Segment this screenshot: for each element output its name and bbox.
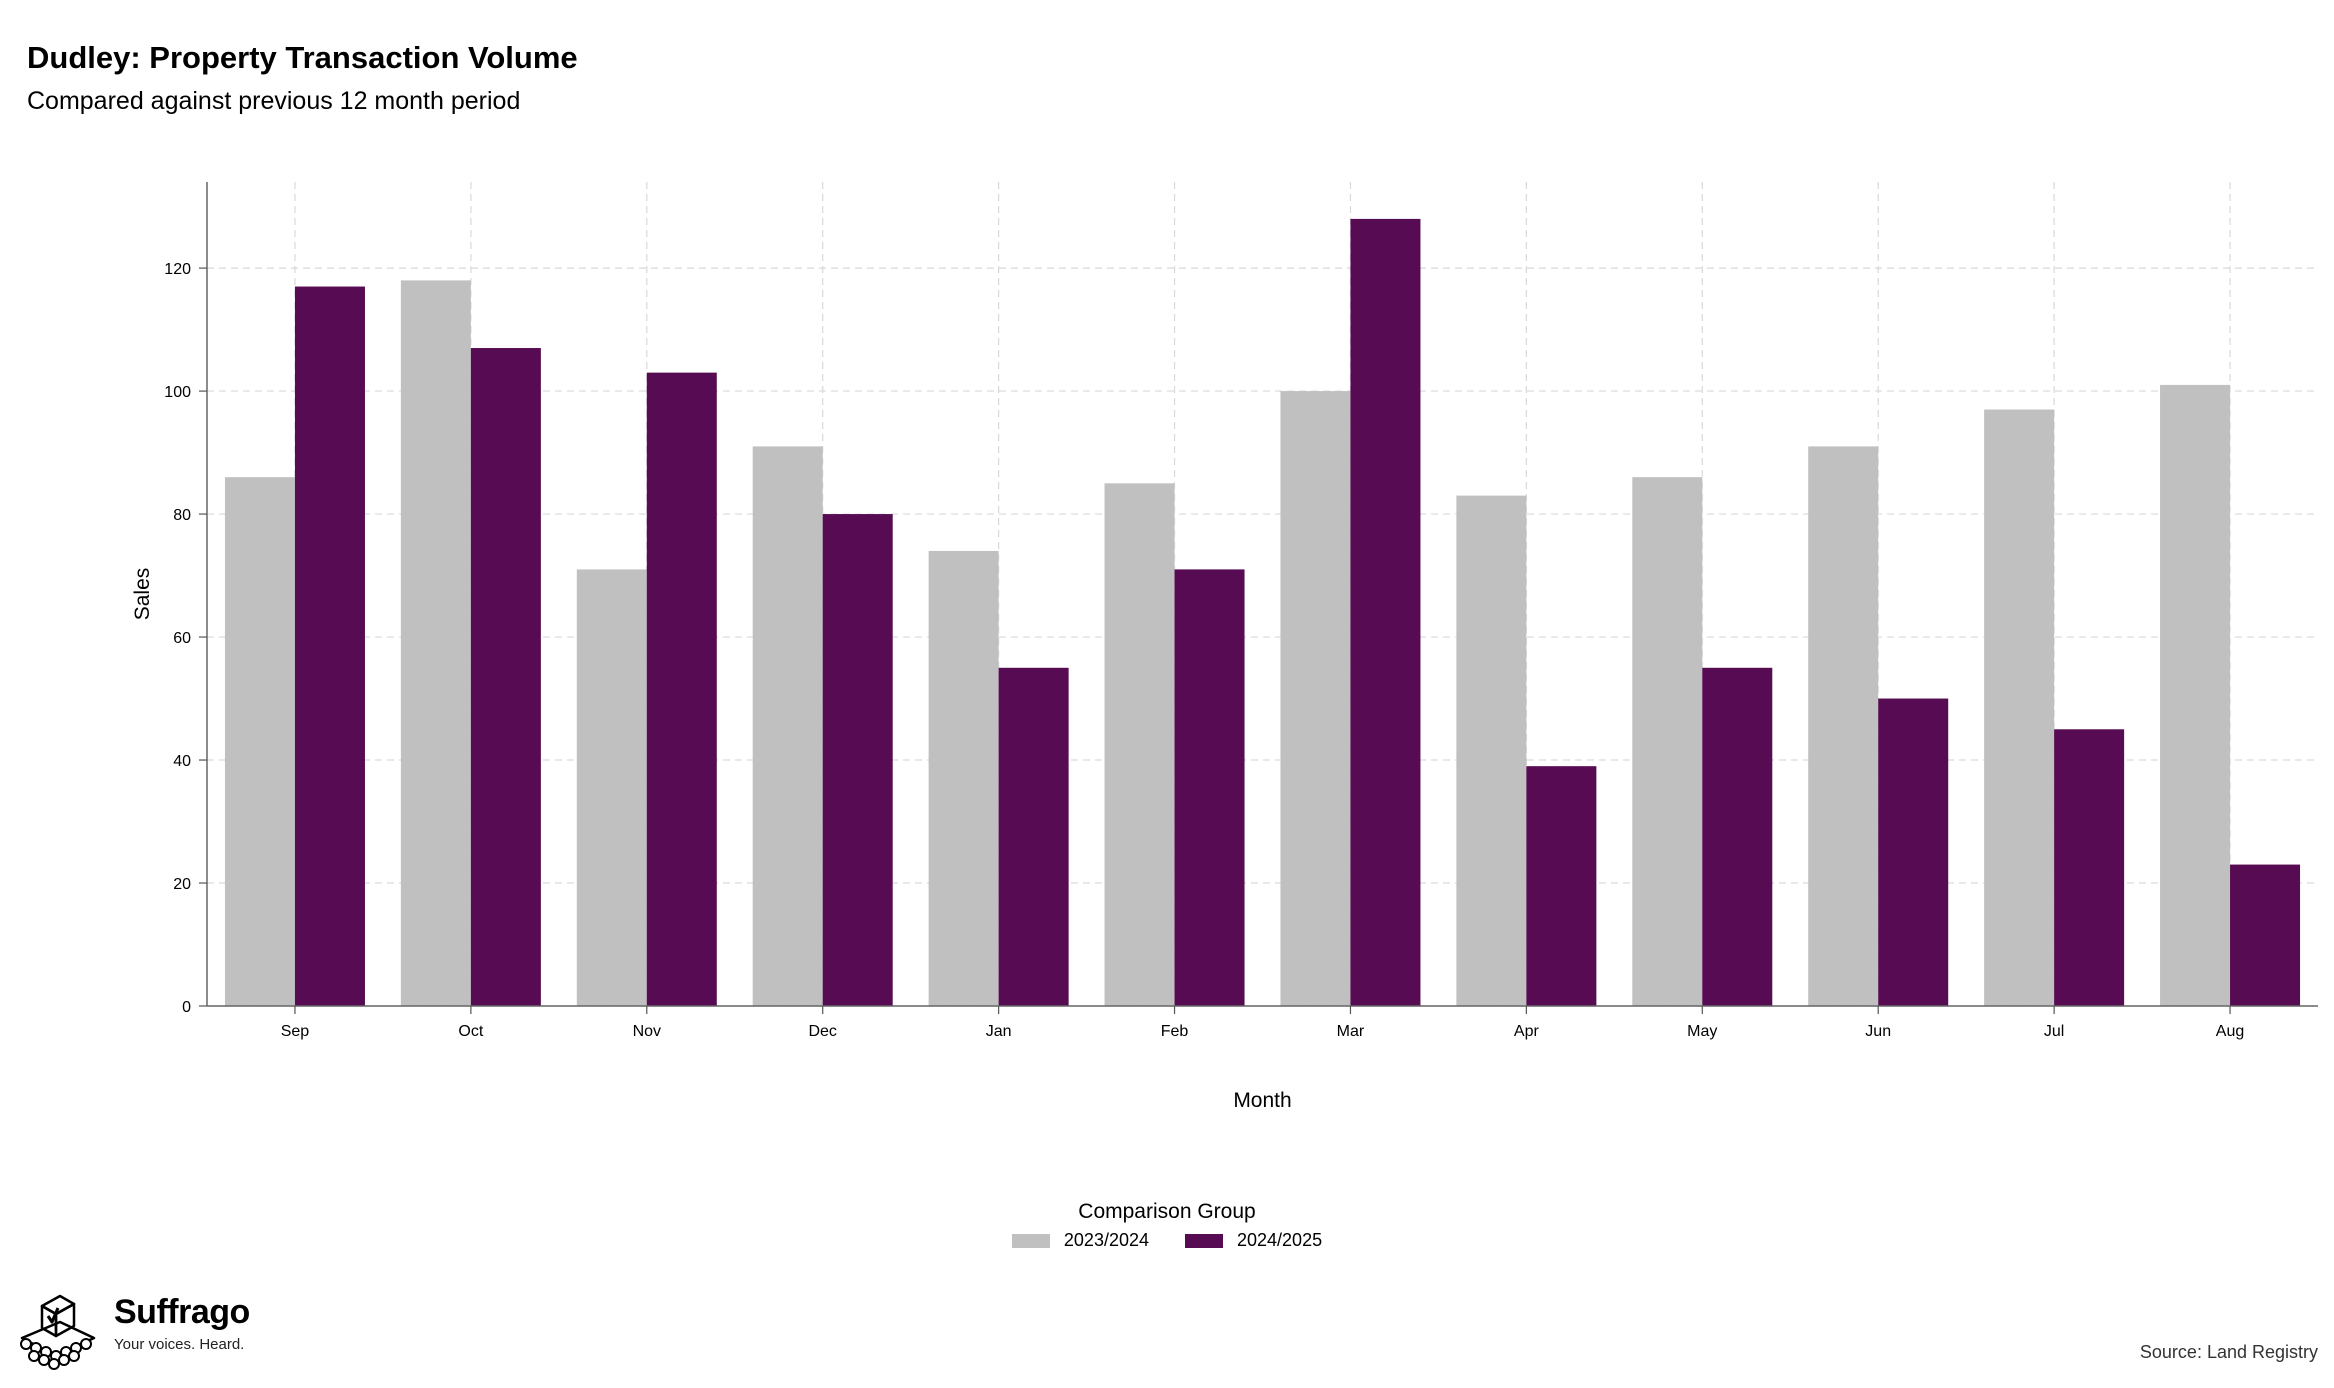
ballot-box-icon	[20, 1294, 96, 1370]
bar	[1702, 667, 1773, 1006]
x-tick-label: Apr	[1514, 1023, 1540, 1040]
x-tick-label: May	[1687, 1023, 1717, 1040]
y-tick-label: 20	[173, 876, 191, 893]
chart-title: Dudley: Property Transaction Volume	[27, 40, 578, 75]
y-tick-label: 120	[164, 261, 191, 278]
y-tick-label: 100	[164, 384, 191, 401]
x-tick-label: Feb	[1161, 1023, 1189, 1040]
bar	[1280, 391, 1351, 1007]
bar	[224, 477, 295, 1006]
y-tick-label: 40	[173, 753, 191, 770]
y-tick-label: 60	[173, 630, 191, 647]
bar-chart: 0 20 40 60 80 100 120 Sep Oct Nov Dec Jan Feb Mar Apr…	[131, 182, 2318, 1112]
y-tick-label: 80	[173, 507, 191, 524]
legend-swatch-2024-2025	[1185, 1233, 1223, 1248]
brand-text: Suffrago Your voices. Heard.	[114, 1294, 250, 1353]
x-tick-label: Jul	[2044, 1023, 2064, 1040]
x-tick-label: Jun	[1865, 1023, 1891, 1040]
bar	[1526, 766, 1597, 1006]
brand-name: Suffrago	[114, 1293, 250, 1331]
legend-title: Comparison Group	[1078, 1200, 1256, 1223]
legend-items: 2023/2024 2024/2025	[1011, 1230, 1322, 1251]
bar	[2054, 729, 2125, 1006]
bar	[470, 348, 541, 1006]
bar	[1878, 698, 1949, 1006]
x-tick-label: Nov	[633, 1023, 661, 1040]
legend-item-2023-2024: 2023/2024	[1011, 1230, 1149, 1251]
legend-item-2024-2025: 2024/2025	[1185, 1230, 1322, 1251]
bar	[1808, 446, 1879, 1006]
bar	[2230, 864, 2301, 1006]
bar	[928, 550, 999, 1006]
bar	[822, 514, 893, 1006]
legend-label-2024-2025: 2024/2025	[1237, 1230, 1323, 1250]
y-tick-label: 0	[182, 999, 191, 1016]
legend-swatch-2023-2024	[1011, 1233, 1050, 1248]
bar	[2160, 384, 2231, 1006]
bar	[646, 372, 717, 1007]
source-note: Source: Land Registry	[2139, 1342, 2318, 1362]
chart-axes	[206, 182, 2318, 1007]
bar	[1350, 218, 1421, 1007]
x-tick-label: Dec	[808, 1023, 836, 1040]
legend-label-2023-2024: 2023/2024	[1063, 1230, 1149, 1250]
x-tick-label: Aug	[2216, 1023, 2244, 1040]
bar	[1456, 495, 1527, 1006]
bar	[400, 280, 471, 1006]
bar	[1174, 569, 1245, 1006]
bar	[1632, 477, 1703, 1006]
legend: Comparison Group 2023/2024 2024/2025	[0, 1200, 2334, 1253]
x-axis-ticks: Sep Oct Nov Dec Jan Feb Mar Apr May Jun Jul Aug	[281, 1006, 2244, 1040]
x-axis-title: Month	[1233, 1089, 1291, 1112]
bar	[752, 446, 823, 1006]
chart-bars	[224, 218, 2301, 1007]
bar	[294, 286, 365, 1006]
bar	[1984, 409, 2055, 1006]
x-tick-label: Mar	[1337, 1023, 1365, 1040]
chart-subtitle: Compared against previous 12 month perio…	[27, 87, 521, 115]
x-tick-label: Oct	[458, 1023, 483, 1040]
y-axis-ticks: 0 20 40 60 80 100 120	[164, 261, 207, 1016]
y-axis-title: Sales	[131, 568, 154, 621]
x-tick-label: Jan	[986, 1023, 1012, 1040]
bar	[998, 667, 1069, 1006]
brand-logo: Suffrago Your voices. Heard.	[14, 1294, 250, 1374]
bar	[576, 569, 647, 1006]
brand-tagline: Your voices. Heard.	[114, 1336, 245, 1353]
bar	[1104, 483, 1175, 1006]
x-tick-label: Sep	[281, 1023, 310, 1040]
